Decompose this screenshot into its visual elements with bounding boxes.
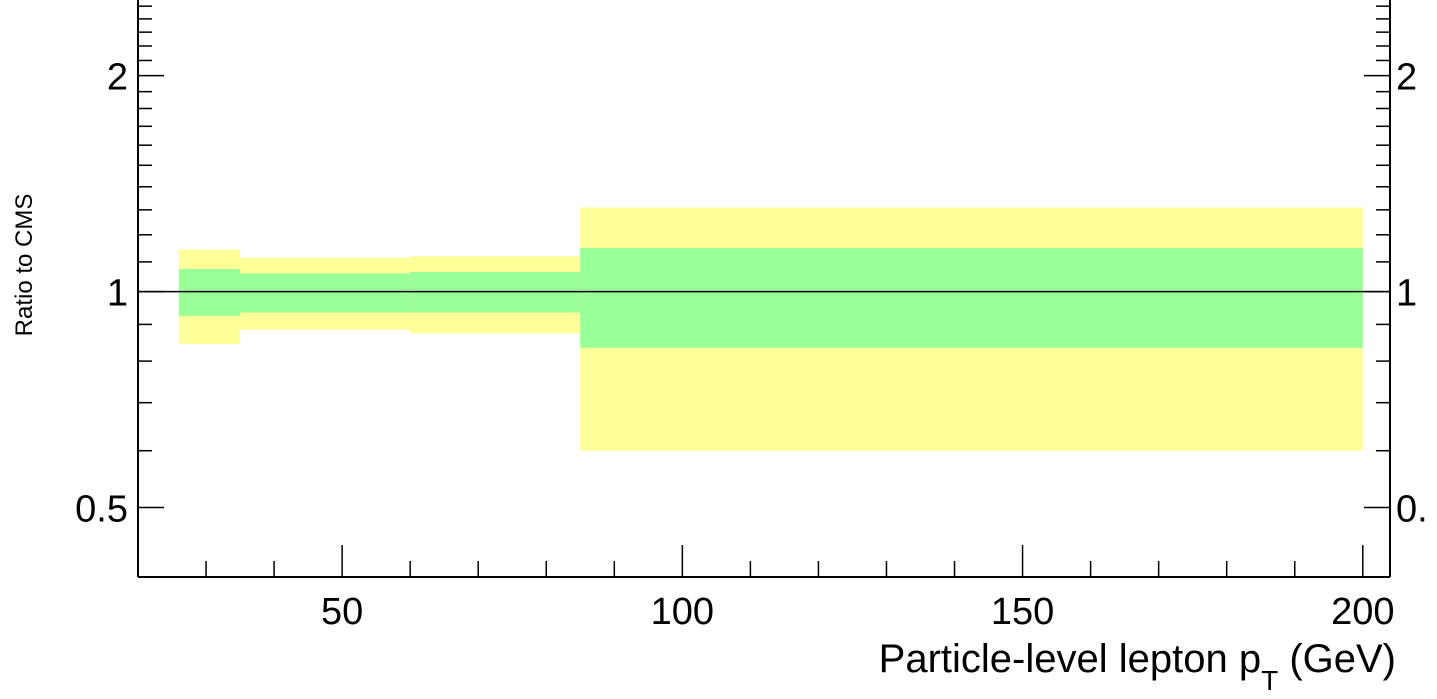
axis-ticks	[138, 5, 1390, 578]
x-tick-label: 200	[1331, 591, 1394, 633]
x-tick-label: 50	[321, 591, 363, 633]
y-tick-label-left: 1	[107, 273, 128, 315]
inner-uncertainty-band	[178, 248, 1363, 348]
x-tick-label: 100	[651, 591, 714, 633]
y-tick-label-left: 0.5	[75, 488, 128, 530]
x-axis-title-unit: (GeV)	[1278, 637, 1396, 681]
y-tick-label-right: 1	[1396, 273, 1417, 315]
x-axis-title-subscript: T	[1261, 665, 1278, 696]
tick-labels: 0.5 0. 1 1 2 2 50 100 150 200	[75, 57, 1428, 633]
y-tick-label-right: 2	[1396, 57, 1417, 99]
x-axis-title: Particle-level lepton pT (GeV)	[879, 637, 1396, 696]
y-tick-label-right: 0.	[1396, 488, 1428, 530]
inner-band-bin-1	[240, 273, 411, 313]
x-axis-title-main: Particle-level lepton p	[879, 637, 1261, 681]
y-axis-title: Ratio to CMS	[11, 194, 38, 337]
axes	[137, 0, 1391, 578]
x-tick-label: 150	[991, 591, 1054, 633]
inner-band-bin-3	[580, 248, 1363, 348]
inner-band-bin-0	[178, 269, 241, 316]
y-tick-label-left: 2	[107, 57, 128, 99]
